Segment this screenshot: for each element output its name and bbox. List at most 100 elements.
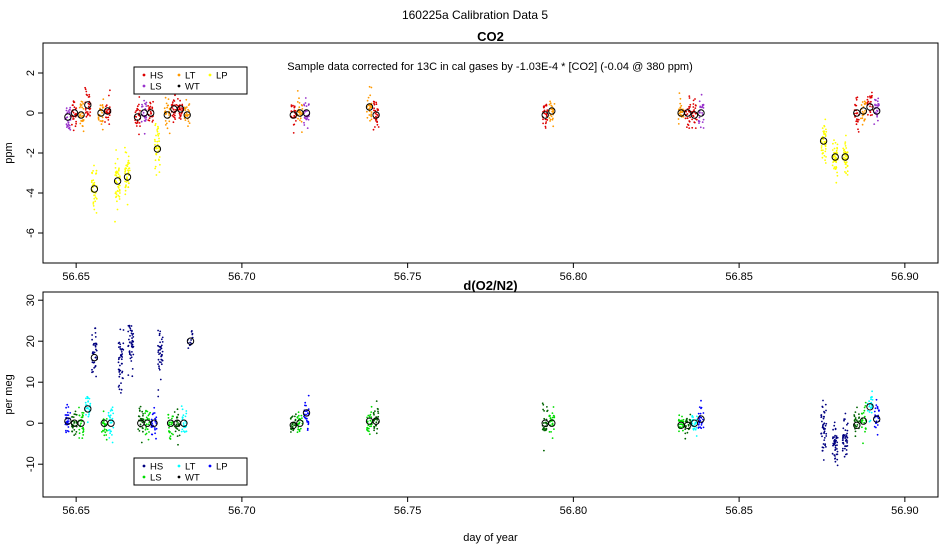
data-point xyxy=(552,109,555,112)
data-point xyxy=(130,356,133,359)
data-point xyxy=(105,434,108,436)
data-point xyxy=(834,455,836,457)
data-point xyxy=(177,422,179,424)
data-point xyxy=(80,416,83,419)
data-point xyxy=(92,179,95,182)
data-point xyxy=(821,435,823,438)
data-point xyxy=(181,408,184,411)
data-point xyxy=(376,123,379,126)
data-point xyxy=(292,132,295,134)
data-point xyxy=(841,449,844,452)
mean-marker xyxy=(873,415,881,423)
mean-marker xyxy=(819,137,828,145)
data-point xyxy=(165,102,168,105)
data-point xyxy=(91,371,93,374)
data-point xyxy=(167,413,170,416)
data-point xyxy=(853,419,856,422)
data-point xyxy=(92,344,95,346)
data-point xyxy=(87,415,90,418)
data-point xyxy=(684,437,687,440)
data-point xyxy=(138,133,140,136)
data-point xyxy=(81,112,84,114)
data-point xyxy=(127,338,130,341)
data-point xyxy=(542,403,545,406)
data-point xyxy=(125,151,128,154)
data-point xyxy=(874,414,876,416)
data-point xyxy=(109,89,111,92)
data-point xyxy=(678,112,680,115)
data-point xyxy=(864,401,867,404)
data-point xyxy=(173,116,176,119)
data-point xyxy=(543,417,546,420)
data-point xyxy=(821,127,824,129)
data-point xyxy=(154,122,157,125)
data-point xyxy=(89,114,91,117)
data-point xyxy=(109,430,112,433)
data-point xyxy=(824,118,827,121)
data-point xyxy=(81,411,84,414)
data-point xyxy=(551,105,553,108)
x-tick-label: 56.70 xyxy=(228,505,256,517)
data-point xyxy=(140,120,143,123)
data-point xyxy=(111,417,114,420)
data-point xyxy=(692,103,695,105)
data-point xyxy=(108,437,111,439)
data-point xyxy=(855,98,858,101)
data-point xyxy=(294,110,297,112)
data-point xyxy=(374,118,377,121)
data-point xyxy=(298,421,301,424)
mean-marker xyxy=(690,111,699,119)
data-point xyxy=(695,435,698,437)
data-point xyxy=(84,401,87,404)
data-point xyxy=(107,411,110,414)
data-point xyxy=(677,123,680,125)
data-point xyxy=(871,94,873,97)
data-point xyxy=(78,428,81,431)
data-point xyxy=(120,382,122,384)
data-point xyxy=(685,420,687,422)
plot-frame xyxy=(42,291,939,498)
data-point xyxy=(551,422,554,425)
data-point xyxy=(91,338,93,341)
data-point xyxy=(701,112,703,114)
data-point xyxy=(127,163,129,166)
data-point xyxy=(100,123,103,125)
data-point xyxy=(152,119,154,122)
data-point xyxy=(871,396,873,399)
data-point xyxy=(161,353,163,356)
data-point xyxy=(155,416,158,419)
data-point xyxy=(124,193,127,196)
data-point xyxy=(74,413,77,416)
data-point xyxy=(376,108,379,110)
data-point xyxy=(549,100,551,103)
data-point xyxy=(176,428,179,430)
data-point xyxy=(820,140,823,143)
data-points xyxy=(64,324,881,467)
data-point xyxy=(298,106,301,109)
data-point xyxy=(552,125,555,128)
data-point xyxy=(678,430,680,433)
data-point xyxy=(158,156,161,158)
data-point xyxy=(176,416,178,419)
data-point xyxy=(185,112,188,114)
data-point xyxy=(148,418,151,420)
data-point xyxy=(179,108,182,111)
data-point xyxy=(698,406,701,408)
data-point xyxy=(698,122,700,124)
data-point xyxy=(160,358,163,361)
data-point xyxy=(154,143,156,146)
data-point xyxy=(127,186,130,189)
data-point xyxy=(821,449,824,452)
data-point xyxy=(102,422,104,425)
data-point xyxy=(128,169,131,172)
data-point xyxy=(542,106,545,109)
data-point xyxy=(373,413,375,416)
data-point xyxy=(110,421,113,424)
data-point xyxy=(65,123,68,126)
data-point xyxy=(299,119,301,122)
data-point xyxy=(860,117,862,120)
data-point xyxy=(820,432,823,435)
data-point xyxy=(165,112,168,115)
data-point xyxy=(185,410,188,412)
data-point xyxy=(156,130,159,133)
